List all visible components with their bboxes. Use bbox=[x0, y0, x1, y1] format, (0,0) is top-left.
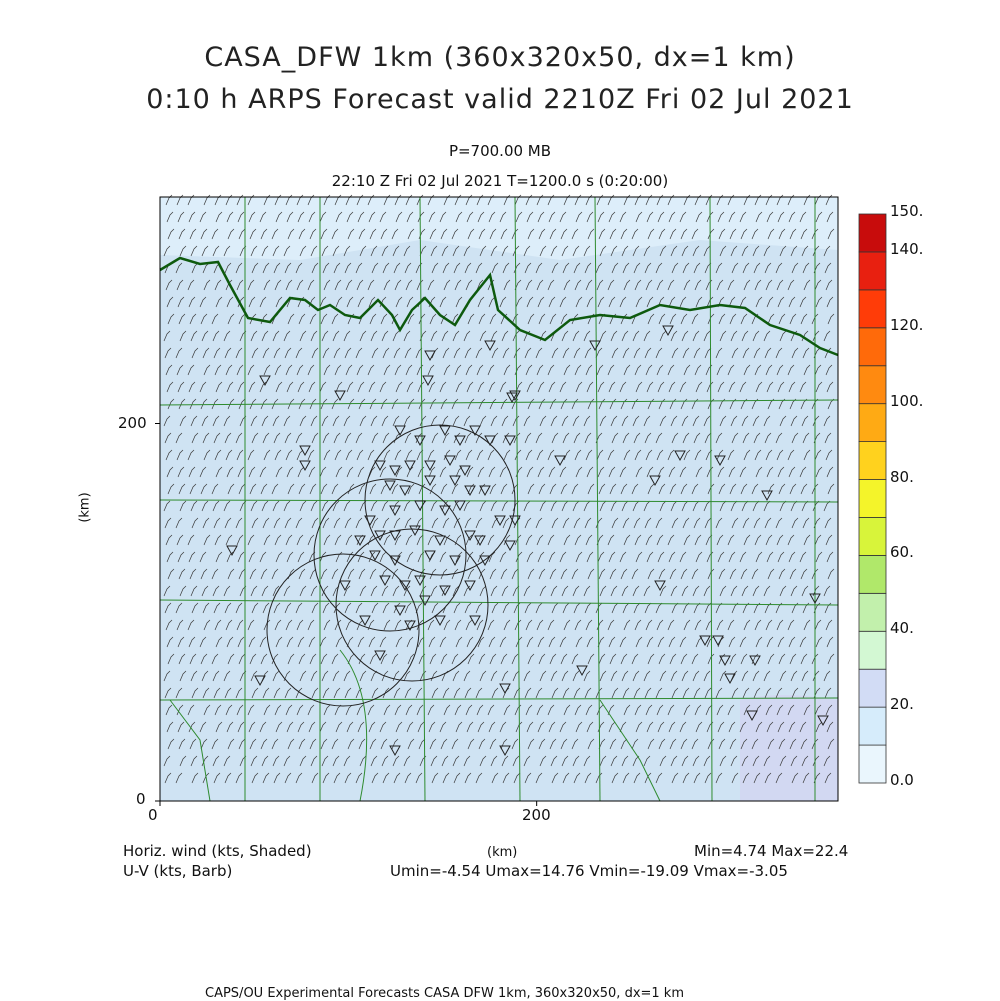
barb-field-label: U-V (kts, Barb) bbox=[123, 862, 233, 880]
radar-ring-southwest bbox=[266, 553, 420, 707]
colorbar-segment bbox=[858, 479, 887, 518]
station-markers bbox=[226, 325, 829, 757]
forecast-time-label: 22:10 Z Fri 02 Jul 2021 T=1200.0 s (0:20… bbox=[331, 172, 669, 190]
x-axis-label: (km) bbox=[487, 845, 518, 860]
plot-frame bbox=[159, 196, 839, 802]
colorbar-segment bbox=[858, 365, 887, 405]
wind-barbs bbox=[163, 194, 835, 784]
y-tick-label-0: 0 bbox=[136, 790, 146, 808]
colorbar-segment bbox=[858, 441, 887, 480]
colorbar-label: 140. bbox=[890, 239, 924, 258]
station-triangles bbox=[226, 325, 829, 757]
colorbar-segment bbox=[858, 289, 887, 329]
colorbar-segment bbox=[858, 251, 887, 291]
y-tick-label-200: 200 bbox=[118, 414, 147, 432]
shaded-field-label: Horiz. wind (kts, Shaded) bbox=[123, 842, 312, 860]
pressure-level-label: P=700.00 MB bbox=[448, 142, 552, 160]
radar-ring-northeast bbox=[364, 424, 516, 576]
colorbar-segment bbox=[858, 630, 887, 670]
county-boundaries bbox=[159, 196, 839, 802]
colorbar-segment bbox=[858, 517, 887, 556]
colorbar-label: 40. bbox=[890, 619, 914, 638]
wind-min-max: Min=4.74 Max=22.4 bbox=[694, 842, 849, 860]
wind-barb-pattern bbox=[163, 194, 835, 784]
colorbar-label: 120. bbox=[890, 315, 924, 334]
state-boundary-red-river bbox=[159, 256, 839, 357]
colorbar-label: 60. bbox=[890, 543, 914, 562]
wind-speed-colorbar bbox=[858, 213, 887, 784]
wind-shade-dark-region bbox=[740, 695, 838, 801]
colorbar-segment bbox=[858, 592, 887, 632]
colorbar-segment bbox=[858, 706, 887, 746]
x-tick-label-0: 0 bbox=[148, 806, 158, 824]
colorbar-segment bbox=[858, 555, 887, 594]
axis-ticks bbox=[155, 423, 538, 806]
credit-line: CAPS/OU Experimental Forecasts CASA DFW … bbox=[205, 986, 685, 1001]
colorbar-segment bbox=[858, 744, 887, 784]
colorbar-segment bbox=[858, 403, 887, 442]
colorbar-label: 20. bbox=[890, 695, 914, 714]
colorbar-label: 80. bbox=[890, 467, 914, 486]
plot-background bbox=[160, 197, 838, 801]
forecast-valid-title: 0:10 h ARPS Forecast valid 2210Z Fri 02 … bbox=[146, 84, 854, 115]
colorbar-segment bbox=[858, 668, 887, 708]
wind-shade-light-region bbox=[160, 197, 838, 260]
y-axis-label: (km) bbox=[77, 492, 93, 523]
colorbar-label: 150. bbox=[890, 202, 924, 220]
map-title: CASA_DFW 1km (360x320x50, dx=1 km) bbox=[204, 42, 796, 73]
x-tick-label-200: 200 bbox=[522, 806, 551, 824]
uv-min-max: Umin=-4.54 Umax=14.76 Vmin=-19.09 Vmax=-… bbox=[390, 862, 788, 880]
colorbar-label: 100. bbox=[890, 391, 924, 410]
colorbar-label: 0.0 bbox=[890, 771, 914, 789]
colorbar-segment bbox=[858, 213, 887, 253]
radar-ring-central bbox=[313, 478, 467, 632]
colorbar-segment bbox=[858, 327, 887, 367]
